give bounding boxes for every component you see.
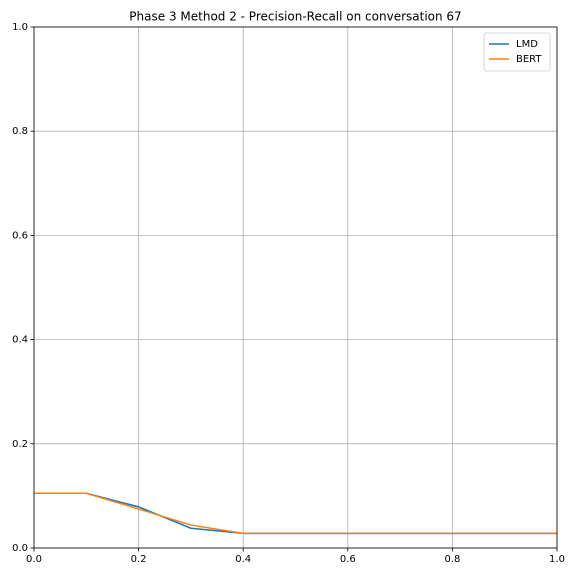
y-tick-label: 0.6 [12,230,28,241]
legend-box [483,32,551,72]
legend-label: LMD [516,39,538,50]
plot-frame [33,26,558,549]
x-tick-label: 0.2 [131,554,147,565]
y-tick-label: 0.0 [12,543,28,554]
y-tick-label: 0.4 [12,335,28,346]
y-tick-label: 0.2 [12,439,28,450]
y-tick-label: 1.0 [12,22,28,33]
x-tick-label: 0.4 [235,554,251,565]
x-tick-label: 0.6 [340,554,356,565]
x-tick-label: 1.0 [549,554,565,565]
x-tick-label: 0.0 [26,554,42,565]
series-line [34,492,557,535]
y-tick-label: 0.8 [12,126,28,137]
x-tick-label: 0.8 [444,554,460,565]
legend-label: BERT [516,54,542,65]
chart-title: Phase 3 Method 2 - Precision-Recall on c… [129,10,461,24]
